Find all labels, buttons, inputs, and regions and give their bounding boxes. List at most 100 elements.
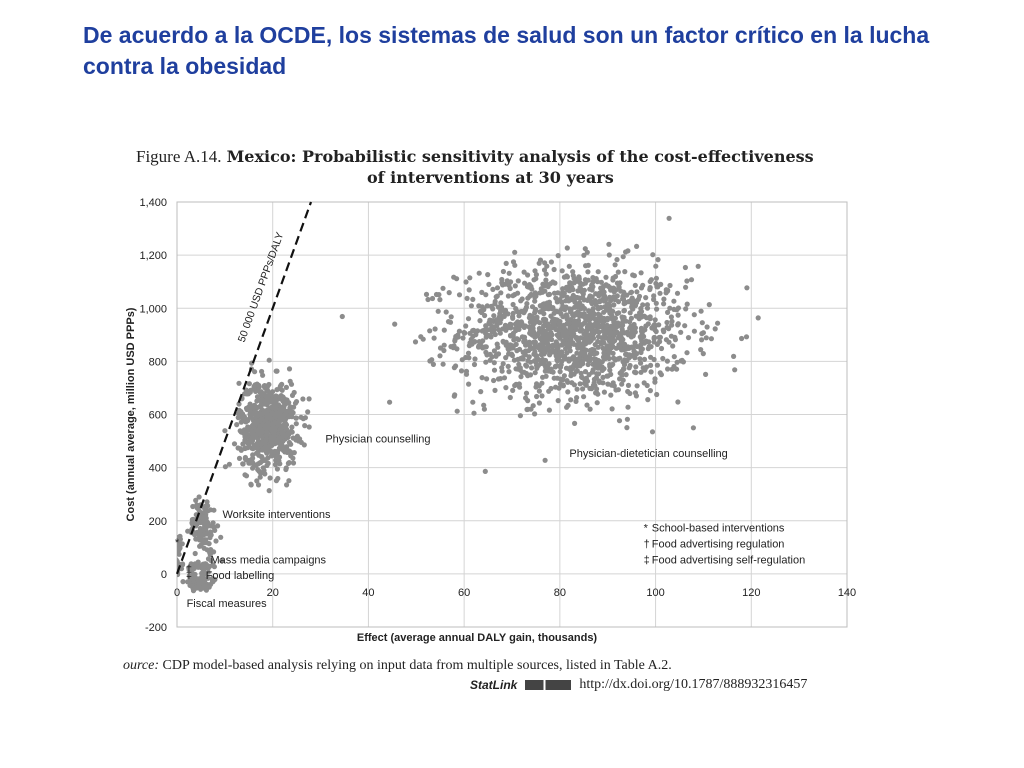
data-point <box>503 260 509 266</box>
cluster-physician-dietetician-counselling <box>339 215 761 474</box>
data-point <box>574 342 580 348</box>
data-point <box>643 338 649 344</box>
data-point <box>537 320 543 326</box>
data-point <box>533 353 539 359</box>
data-point <box>700 330 707 336</box>
data-point <box>273 393 279 399</box>
data-point <box>527 293 533 299</box>
data-point <box>258 441 264 447</box>
data-point <box>539 380 545 386</box>
data-point <box>454 346 460 352</box>
data-point <box>452 338 458 344</box>
data-point <box>744 285 750 291</box>
data-point <box>645 397 651 403</box>
data-point <box>427 358 433 364</box>
data-point <box>491 348 497 354</box>
data-point <box>678 329 684 335</box>
data-point <box>579 374 585 380</box>
data-point <box>412 339 419 345</box>
data-point <box>211 564 217 570</box>
data-point <box>606 241 612 247</box>
data-point <box>490 286 496 292</box>
data-point <box>274 450 281 456</box>
data-point <box>263 437 269 444</box>
data-point <box>208 548 214 554</box>
data-point <box>262 401 268 407</box>
data-point <box>248 437 254 443</box>
figure-title-line1: Mexico: Probabilistic sensitivity analys… <box>226 147 814 166</box>
data-point <box>204 522 210 528</box>
data-point <box>587 347 593 353</box>
data-point <box>627 319 633 325</box>
data-point <box>540 316 547 322</box>
data-point <box>531 277 537 283</box>
data-point <box>629 305 635 312</box>
data-point <box>423 291 430 297</box>
data-point <box>238 409 244 415</box>
data-point <box>513 366 519 372</box>
data-point <box>558 376 564 382</box>
data-point <box>511 337 517 343</box>
data-point <box>198 543 204 549</box>
data-point <box>582 369 589 375</box>
statlink[interactable]: StatLink http://dx.doi.org/10.1787/88893… <box>470 677 807 693</box>
data-point <box>476 343 482 349</box>
data-point <box>437 297 443 303</box>
data-point <box>551 310 557 316</box>
data-point <box>499 368 505 374</box>
data-point <box>608 285 614 291</box>
data-point <box>541 362 548 368</box>
data-point <box>551 266 557 273</box>
marker-symbol: * <box>175 537 180 549</box>
data-point <box>566 263 572 269</box>
data-point <box>632 340 638 346</box>
data-point <box>546 388 552 394</box>
data-point <box>517 365 523 371</box>
data-point <box>459 357 465 363</box>
data-point <box>601 309 607 315</box>
data-point <box>248 460 254 466</box>
data-point <box>570 269 576 275</box>
data-point <box>505 363 511 369</box>
data-point <box>671 354 677 360</box>
data-point <box>518 319 524 325</box>
cluster-fiscal-measures <box>180 577 214 594</box>
data-point <box>669 318 675 324</box>
data-point <box>619 381 625 387</box>
data-point <box>617 355 623 361</box>
data-point <box>204 531 210 537</box>
data-point <box>669 322 675 328</box>
data-point <box>465 316 472 322</box>
data-point <box>566 358 572 364</box>
statlink-url[interactable]: http://dx.doi.org/10.1787/888932316457 <box>579 677 808 692</box>
statlink-name: StatLink <box>470 678 518 692</box>
figure-source: ource: CDP model-based analysis relying … <box>123 658 672 674</box>
data-point <box>700 351 706 357</box>
data-point <box>512 249 518 255</box>
data-point <box>269 410 275 417</box>
data-point <box>622 344 628 350</box>
data-point <box>649 429 656 435</box>
data-point <box>283 384 289 390</box>
data-point <box>201 584 207 590</box>
data-point <box>521 338 527 344</box>
data-point <box>302 415 308 421</box>
data-point <box>556 327 562 333</box>
data-point <box>262 457 268 463</box>
data-point <box>256 404 262 410</box>
data-point <box>245 445 251 451</box>
data-point <box>540 301 546 307</box>
data-point <box>619 372 625 378</box>
data-point <box>616 418 623 424</box>
data-point <box>594 371 600 377</box>
data-point <box>630 344 637 350</box>
data-point <box>293 415 299 421</box>
data-point <box>284 482 290 488</box>
data-point <box>641 356 648 362</box>
data-point <box>601 340 607 346</box>
data-point <box>665 309 671 315</box>
data-point <box>628 289 635 295</box>
data-point <box>620 316 626 322</box>
data-point <box>691 312 697 318</box>
data-point <box>257 474 263 480</box>
